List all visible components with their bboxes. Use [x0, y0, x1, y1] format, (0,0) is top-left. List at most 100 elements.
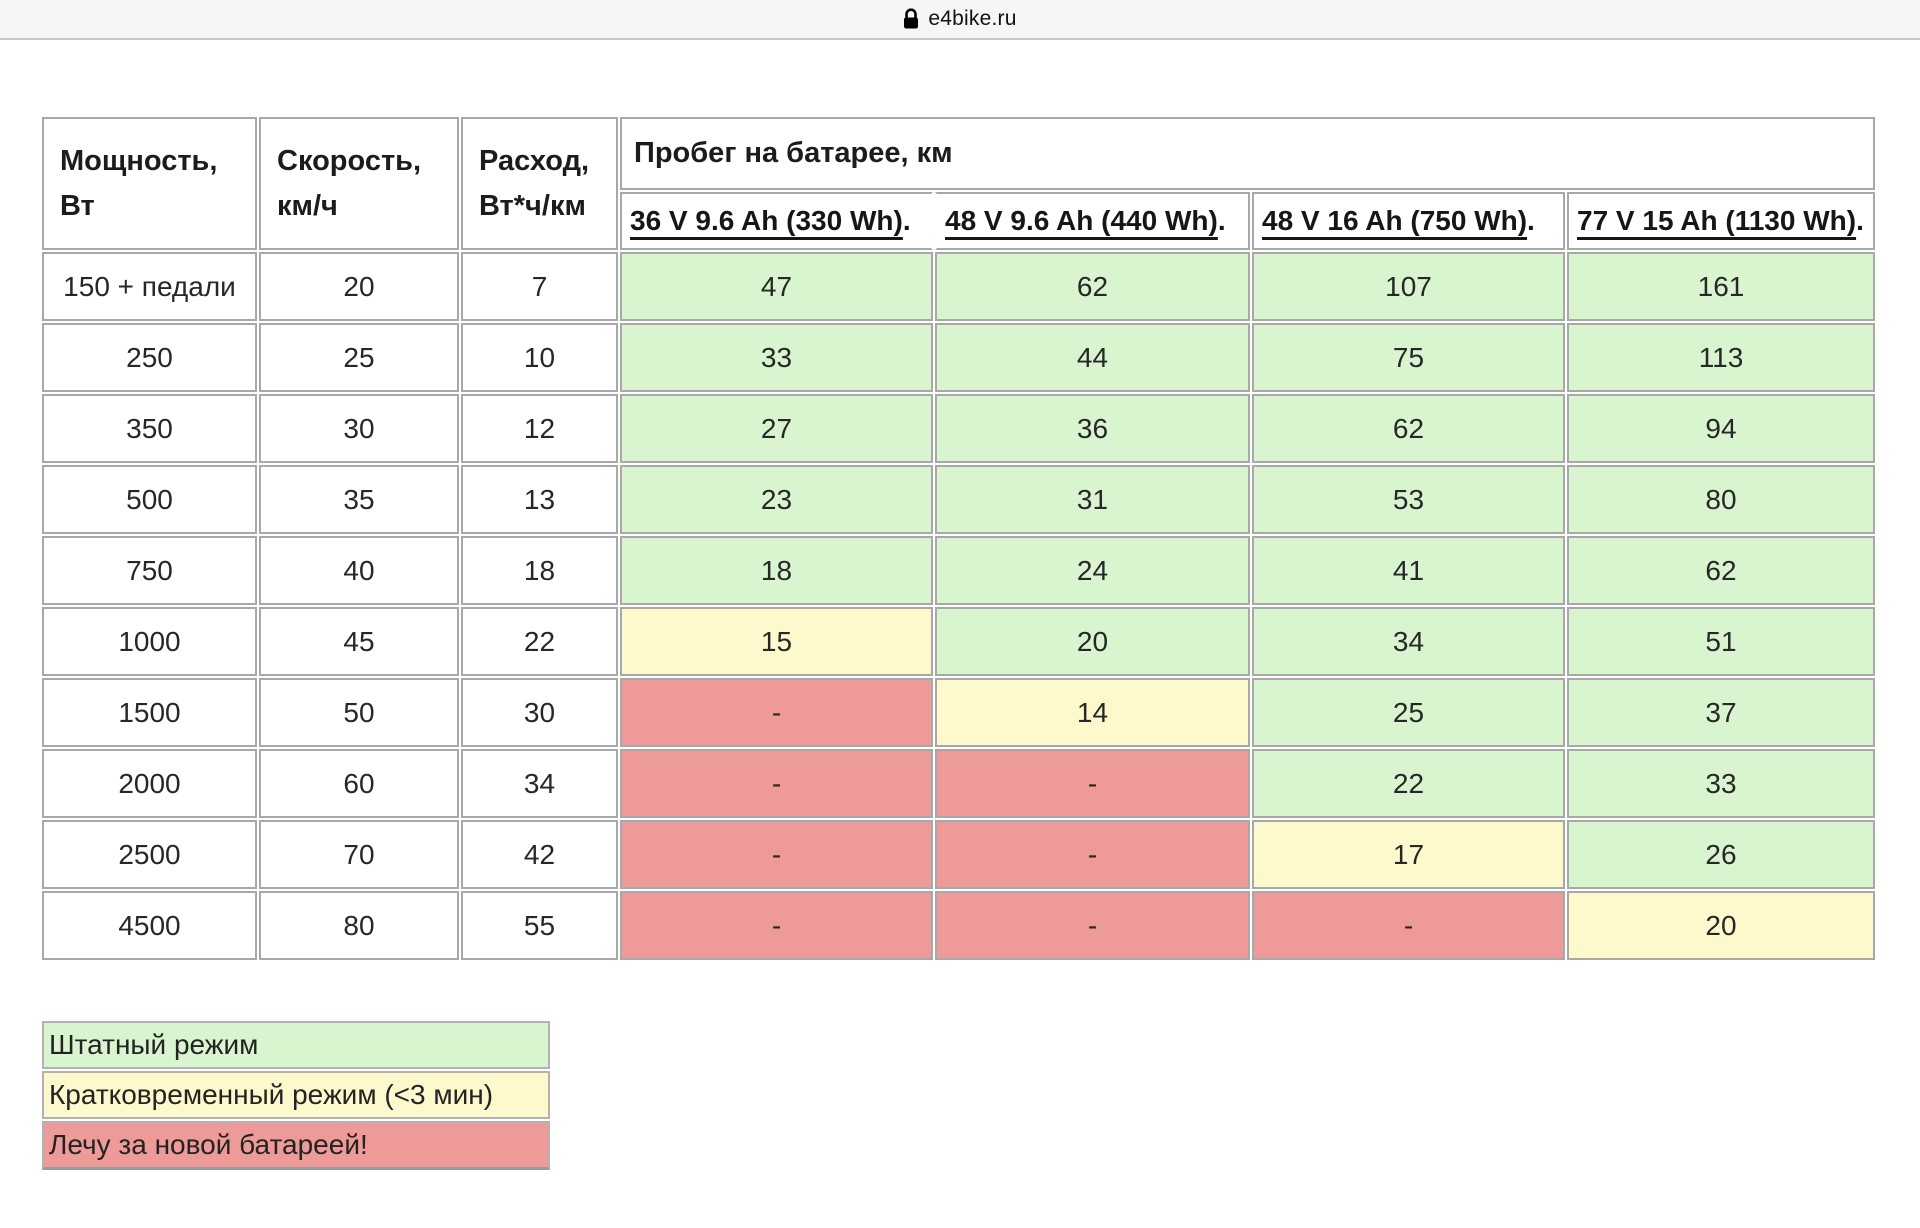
- legend-table: Штатный режим Кратковременный режим (<3 м…: [40, 1019, 552, 1172]
- cell-consumption: 55: [461, 891, 618, 960]
- cell-speed: 50: [259, 678, 459, 747]
- legend-item-yellow: Кратковременный режим (<3 мин): [42, 1071, 550, 1119]
- cell-power: 750: [42, 536, 257, 605]
- cell-range-green: 47: [620, 252, 933, 321]
- cell-range-green: 94: [1567, 394, 1876, 463]
- cell-range-green: 107: [1252, 252, 1565, 321]
- cell-speed: 60: [259, 749, 459, 818]
- header-battery-77v: 77 V 15 Ah (1130 Wh).: [1567, 192, 1876, 250]
- cell-range-green: 23: [620, 465, 933, 534]
- table-row: 500 35 13 23 31 53 80: [42, 465, 1876, 534]
- cell-range-green: 37: [1567, 678, 1876, 747]
- cell-speed: 40: [259, 536, 459, 605]
- cell-range-red: -: [1252, 891, 1565, 960]
- cell-consumption: 30: [461, 678, 618, 747]
- cell-speed: 45: [259, 607, 459, 676]
- cell-range-yellow: 15: [620, 607, 933, 676]
- cell-speed: 80: [259, 891, 459, 960]
- cell-range-green: 62: [1252, 394, 1565, 463]
- table-row: 1500 50 30-14 25 37: [42, 678, 1876, 747]
- legend-row: Штатный режим: [42, 1021, 550, 1069]
- header-speed: Скорость, км/ч: [259, 117, 459, 250]
- table-body: 150 + педали 20 7 47 62 107 161 250 25 10 33 44 75 11…: [42, 252, 1876, 960]
- cell-consumption: 42: [461, 820, 618, 889]
- battery-range-table: Мощность, Вт Скорость, км/ч Расход, Вт*ч…: [40, 115, 1878, 962]
- cell-range-green: 24: [935, 536, 1250, 605]
- cell-range-red: -: [935, 820, 1250, 889]
- browser-url: e4bike.ru: [928, 7, 1017, 30]
- header-battery-36v: 36 V 9.6 Ah (330 Wh).: [620, 192, 933, 250]
- cell-consumption: 34: [461, 749, 618, 818]
- cell-range-green: 25: [1252, 678, 1565, 747]
- cell-range-yellow: 14: [935, 678, 1250, 747]
- cell-consumption: 22: [461, 607, 618, 676]
- cell-power: 1500: [42, 678, 257, 747]
- legend-item-red: Лечу за новой батареей!: [42, 1121, 550, 1170]
- cell-range-red: -: [620, 678, 933, 747]
- table-row: 750 40 18 18 24 41 62: [42, 536, 1876, 605]
- cell-consumption: 13: [461, 465, 618, 534]
- cell-power: 4500: [42, 891, 257, 960]
- cell-range-green: 27: [620, 394, 933, 463]
- cell-range-green: 33: [620, 323, 933, 392]
- cell-range-red: -: [935, 891, 1250, 960]
- cell-range-red: -: [620, 820, 933, 889]
- cell-speed: 35: [259, 465, 459, 534]
- table-row: 2000 60 34- -22 33: [42, 749, 1876, 818]
- battery-link-48v-16[interactable]: 48 V 16 Ah (750 Wh): [1262, 205, 1528, 236]
- cell-consumption: 18: [461, 536, 618, 605]
- page-content: Мощность, Вт Скорость, км/ч Расход, Вт*ч…: [0, 40, 1920, 1172]
- cell-range-green: 80: [1567, 465, 1876, 534]
- lock-icon: [903, 8, 919, 30]
- cell-power: 350: [42, 394, 257, 463]
- battery-suffix: .: [902, 205, 911, 236]
- cell-range-red: -: [620, 749, 933, 818]
- cell-range-green: 113: [1567, 323, 1876, 392]
- cell-range-green: 53: [1252, 465, 1565, 534]
- cell-range-green: 18: [620, 536, 933, 605]
- battery-suffix: .: [1527, 205, 1535, 236]
- cell-range-green: 41: [1252, 536, 1565, 605]
- cell-range-green: 44: [935, 323, 1250, 392]
- cell-range-green: 62: [935, 252, 1250, 321]
- cell-power: 1000: [42, 607, 257, 676]
- table-row: 350 30 12 27 36 62 94: [42, 394, 1876, 463]
- cell-range-red: -: [935, 749, 1250, 818]
- cell-consumption: 7: [461, 252, 618, 321]
- legend-body: Штатный режим Кратковременный режим (<3 м…: [42, 1021, 550, 1170]
- cell-range-green: 161: [1567, 252, 1876, 321]
- legend-row: Кратковременный режим (<3 мин): [42, 1071, 550, 1119]
- cell-range-green: 36: [935, 394, 1250, 463]
- cell-range-green: 20: [935, 607, 1250, 676]
- cell-range-yellow: 17: [1252, 820, 1565, 889]
- header-range-group: Пробег на батарее, км: [620, 117, 1876, 190]
- cell-range-green: 34: [1252, 607, 1565, 676]
- cell-range-green: 75: [1252, 323, 1565, 392]
- browser-address-bar[interactable]: e4bike.ru: [0, 0, 1920, 40]
- cell-range-green: 33: [1567, 749, 1876, 818]
- cell-power: 2000: [42, 749, 257, 818]
- cell-range-green: 26: [1567, 820, 1876, 889]
- table-row: 150 + педали 20 7 47 62 107 161: [42, 252, 1876, 321]
- table-row: 1000 45 22 15 20 34 51: [42, 607, 1876, 676]
- cell-speed: 30: [259, 394, 459, 463]
- table-row: 2500 70 42- -17 26: [42, 820, 1876, 889]
- header-consumption: Расход, Вт*ч/км: [461, 117, 618, 250]
- cell-power: 500: [42, 465, 257, 534]
- cell-range-green: 22: [1252, 749, 1565, 818]
- battery-link-77v[interactable]: 77 V 15 Ah (1130 Wh): [1577, 205, 1857, 236]
- battery-link-36v[interactable]: 36 V 9.6 Ah (330 Wh): [630, 205, 903, 236]
- cell-range-red: -: [620, 891, 933, 960]
- legend-item-green: Штатный режим: [42, 1021, 550, 1069]
- cell-speed: 25: [259, 323, 459, 392]
- header-battery-48v-96: 48 V 9.6 Ah (440 Wh).: [935, 192, 1250, 250]
- cell-range-green: 51: [1567, 607, 1876, 676]
- cell-power: 2500: [42, 820, 257, 889]
- battery-suffix: .: [1217, 205, 1226, 236]
- battery-link-48v-96[interactable]: 48 V 9.6 Ah (440 Wh): [945, 205, 1218, 236]
- cell-consumption: 12: [461, 394, 618, 463]
- cell-power: 150 + педали: [42, 252, 257, 321]
- table-row: 250 25 10 33 44 75 113: [42, 323, 1876, 392]
- table-row: 4500 80 55- - -20: [42, 891, 1876, 960]
- cell-range-green: 62: [1567, 536, 1876, 605]
